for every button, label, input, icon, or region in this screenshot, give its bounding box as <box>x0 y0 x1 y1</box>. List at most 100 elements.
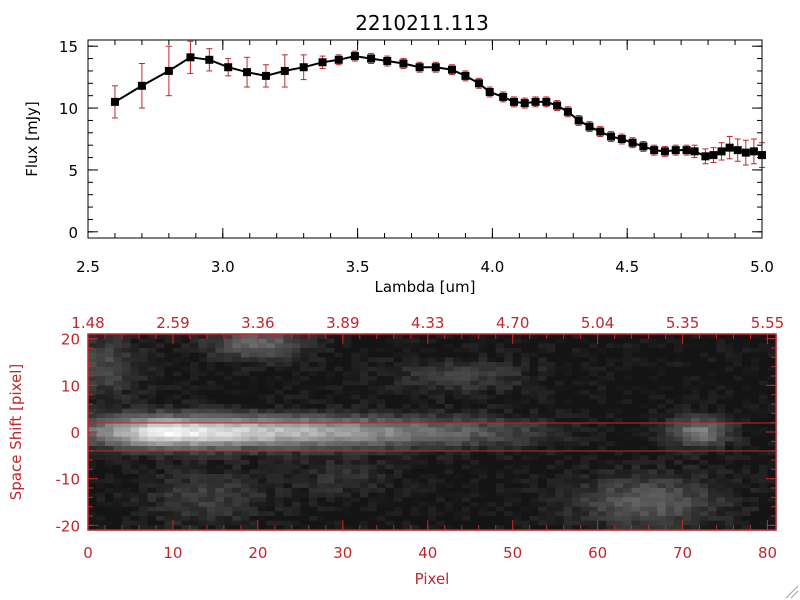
heatmap-cell <box>555 352 565 358</box>
heatmap-cell <box>487 404 497 410</box>
heatmap-cell <box>130 390 140 396</box>
heatmap-cell <box>759 464 769 470</box>
heatmap-cell <box>453 357 463 363</box>
heatmap-cell <box>495 492 505 498</box>
heatmap-cell <box>198 418 208 424</box>
heatmap-cell <box>665 469 675 475</box>
heatmap-cell <box>657 478 667 484</box>
heatmap-cell <box>614 404 624 410</box>
heatmap-cell <box>665 464 675 470</box>
heatmap-cell <box>674 446 684 452</box>
heatmap-cell <box>614 338 624 344</box>
heatmap-cell <box>580 380 590 386</box>
heatmap-cell <box>691 362 701 368</box>
heatmap-cell <box>223 427 233 433</box>
heatmap-cell <box>725 455 735 461</box>
heatmap-cell <box>88 441 98 447</box>
heatmap-cell <box>699 422 709 428</box>
heatmap-cell <box>368 483 378 489</box>
heatmap-cell <box>614 436 624 442</box>
heatmap-cell <box>138 455 149 461</box>
heatmap-cell <box>461 483 471 489</box>
heatmap-cell <box>427 422 437 428</box>
heatmap-cell <box>648 497 658 503</box>
heatmap-cell <box>614 506 624 512</box>
resize-grip-icon[interactable] <box>785 585 799 599</box>
heatmap-cell <box>631 520 641 526</box>
heatmap-cell <box>206 446 216 452</box>
heatmap-cell <box>410 408 420 414</box>
heatmap-cell <box>130 506 140 512</box>
heatmap-cell <box>232 460 242 466</box>
heatmap-cell <box>410 366 420 372</box>
heatmap-cell <box>300 390 310 396</box>
heatmap-cell <box>742 432 752 438</box>
heatmap-cell <box>597 404 607 410</box>
heatmap-cell <box>623 348 633 354</box>
heatmap-cell <box>674 497 684 503</box>
heatmap-cell <box>759 506 769 512</box>
heatmap-cell <box>716 366 726 372</box>
heatmap-cell <box>88 506 98 512</box>
heatmap-cell <box>478 516 488 522</box>
heatmap-cell <box>742 478 752 484</box>
heatmap-cell <box>232 474 242 480</box>
heatmap-cell <box>206 427 216 433</box>
heatmap-cell <box>589 362 599 368</box>
heatmap-cell <box>189 497 200 503</box>
heatmap-cell <box>147 450 157 456</box>
heatmap-cell <box>657 474 667 480</box>
heatmap-cell <box>138 390 149 396</box>
heatmap-cell <box>597 385 607 391</box>
heatmap-cell <box>138 497 149 503</box>
heatmap-cell <box>538 446 548 452</box>
heatmap-cell <box>742 455 752 461</box>
heatmap-cell <box>504 525 514 531</box>
heatmap-cell <box>198 525 208 531</box>
heatmap-cell <box>113 446 123 452</box>
heatmap-cell <box>691 455 701 461</box>
heatmap-cell <box>682 390 692 396</box>
heatmap-cell <box>410 497 420 503</box>
heatmap-cell <box>342 385 352 391</box>
heatmap-cell <box>589 371 599 377</box>
heatmap-cell <box>181 464 191 470</box>
heatmap-cell <box>130 348 140 354</box>
heatmap-cell <box>189 352 200 358</box>
heatmap-cell <box>232 432 242 438</box>
heatmap-cell <box>402 441 412 447</box>
heatmap-cell <box>113 502 123 508</box>
heatmap-cell <box>640 488 650 494</box>
heatmap-cell <box>742 446 752 452</box>
heatmap-cell <box>274 343 284 349</box>
heatmap-cell <box>436 334 446 340</box>
heatmap-cell <box>419 343 429 349</box>
heatmap-cell <box>546 376 556 382</box>
heatmap-cell <box>257 404 267 410</box>
heatmap-cell <box>597 362 607 368</box>
heatmap-cell <box>614 334 624 340</box>
heatmap-cell <box>291 511 301 517</box>
heatmap-cell <box>444 380 454 386</box>
pixel-tick-label: 50 <box>503 544 522 562</box>
heatmap-cell <box>708 366 718 372</box>
heatmap-cell <box>555 506 565 512</box>
heatmap-cell <box>538 404 548 410</box>
heatmap-cell <box>376 334 386 340</box>
heatmap-cell <box>538 343 548 349</box>
heatmap-cell <box>223 520 233 526</box>
heatmap-cell <box>113 460 123 466</box>
heatmap-cell <box>461 394 471 400</box>
heatmap-cell <box>606 469 616 475</box>
heatmap-cell <box>631 474 641 480</box>
heatmap-cell <box>495 376 505 382</box>
heatmap-cell <box>597 371 607 377</box>
heatmap-cell <box>223 399 233 405</box>
heatmap-cell <box>580 352 590 358</box>
data-point <box>701 152 710 161</box>
heatmap-cell <box>529 520 539 526</box>
heatmap-cell <box>376 404 386 410</box>
heatmap-cell <box>563 427 573 433</box>
heatmap-cell <box>88 455 98 461</box>
heatmap-cell <box>478 357 488 363</box>
